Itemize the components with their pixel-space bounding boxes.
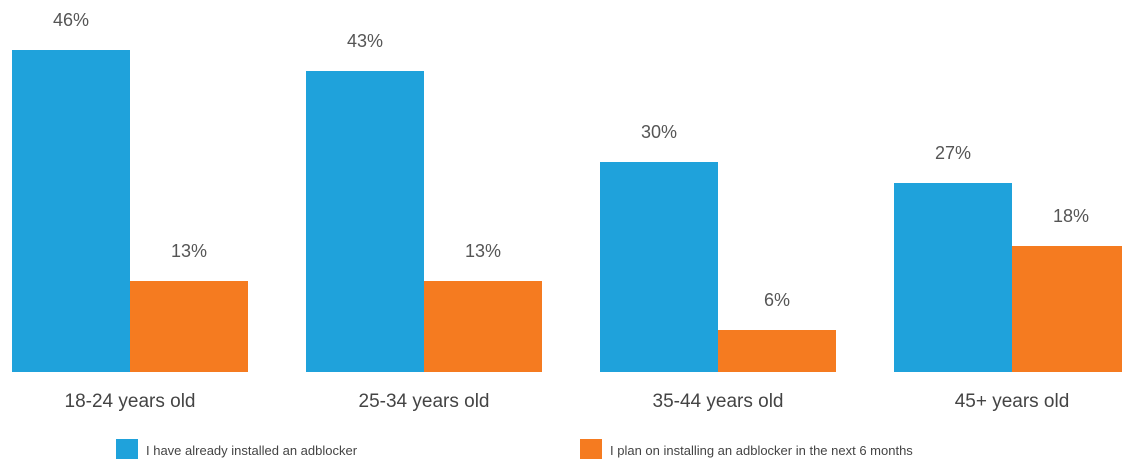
bar-installed-35-44-years-old (600, 162, 718, 372)
value-label-planning-45-years-old: 18% (1053, 206, 1089, 226)
category-label-35-44-years-old: 35-44 years old (653, 391, 784, 412)
bars-layer (12, 50, 1122, 372)
value-label-planning-35-44-years-old: 6% (764, 290, 790, 310)
bar-installed-45-years-old (894, 183, 1012, 372)
legend-swatch-installed (116, 439, 138, 461)
category-label-18-24-years-old: 18-24 years old (65, 391, 196, 412)
bar-installed-18-24-years-old (12, 50, 130, 372)
value-label-planning-18-24-years-old: 13% (171, 241, 207, 261)
value-labels-layer: 46% 13% 43% 13% 30% 6% 27% 18% (53, 10, 1089, 310)
legend-label-planning: I plan on installing an adblocker in the… (610, 443, 913, 458)
legend: I have already installed an adblocker I … (116, 439, 913, 461)
value-label-planning-25-34-years-old: 13% (465, 241, 501, 261)
bar-planning-45-years-old (1012, 246, 1122, 372)
value-label-installed-25-34-years-old: 43% (347, 31, 383, 51)
bar-installed-25-34-years-old (306, 71, 424, 372)
category-label-45-years-old: 45+ years old (955, 391, 1070, 412)
legend-swatch-planning (580, 439, 602, 461)
category-labels-layer: 18-24 years old 25-34 years old 35-44 year… (65, 391, 1070, 412)
bar-planning-25-34-years-old (424, 281, 542, 372)
value-label-installed-35-44-years-old: 30% (641, 122, 677, 142)
value-label-installed-45-years-old: 27% (935, 143, 971, 163)
value-label-installed-18-24-years-old: 46% (53, 10, 89, 30)
bar-planning-18-24-years-old (130, 281, 248, 372)
legend-label-installed: I have already installed an adblocker (146, 443, 358, 458)
category-label-25-34-years-old: 25-34 years old (359, 391, 490, 412)
bar-planning-35-44-years-old (718, 330, 836, 372)
